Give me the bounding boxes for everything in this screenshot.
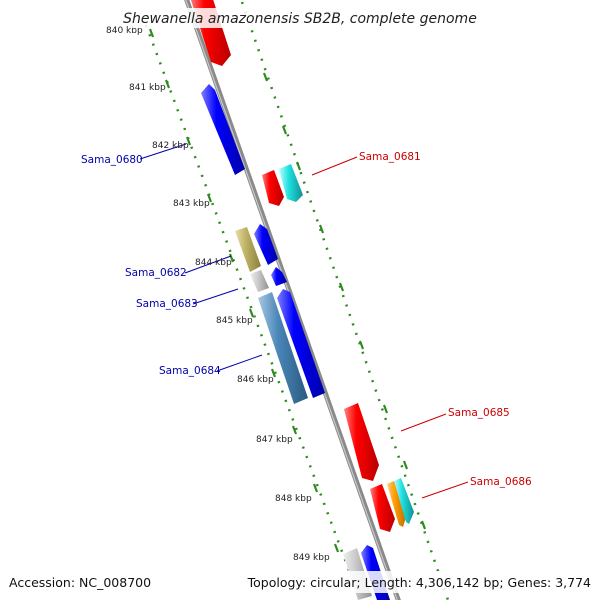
label-leaders [139, 143, 469, 499]
ruler-major-ticks [148, 28, 427, 553]
gene-feature[interactable] [201, 84, 245, 175]
gene-feature[interactable] [387, 481, 407, 527]
gene-label[interactable]: Sama_0680 [81, 154, 143, 166]
kbp-label: 843 kbp [173, 199, 210, 209]
gene-label[interactable]: Sama_0681 [359, 151, 421, 163]
gene-feature[interactable] [250, 270, 269, 292]
gene-feature[interactable] [277, 289, 325, 398]
kbp-label: 845 kbp [216, 316, 253, 326]
gene-label[interactable]: Sama_0685 [448, 407, 510, 419]
kbp-label: 842 kbp [152, 141, 189, 151]
map-title: Shewanella amazonensis SB2B, complete ge… [123, 11, 477, 27]
gene-feature[interactable] [258, 292, 308, 404]
accession-text: Accession: NC_008700 [9, 575, 151, 590]
kbp-label: 844 kbp [195, 258, 232, 268]
gene-label[interactable]: Sama_0682 [125, 267, 187, 279]
kbp-label: 848 kbp [275, 494, 312, 504]
genome-summary-text: Topology: circular; Length: 4,306,142 bp… [247, 575, 591, 590]
kbp-label: 841 kbp [129, 83, 166, 93]
gene-feature[interactable] [279, 164, 303, 202]
gene-feature[interactable] [262, 170, 284, 206]
gene-feature[interactable] [370, 484, 395, 532]
inner-ruler-line [144, 24, 362, 600]
title-backdrop [128, 8, 472, 28]
kbp-label: 840 kbp [106, 26, 143, 36]
kbp-label: 846 kbp [237, 375, 274, 385]
gene-label[interactable]: Sama_0684 [159, 365, 221, 377]
footer-backdrop [0, 571, 600, 593]
kbp-label: 847 kbp [256, 435, 293, 445]
kbp-label: 849 kbp [293, 553, 330, 563]
gene-label[interactable]: Sama_0686 [470, 476, 532, 488]
gene-feature[interactable] [235, 227, 261, 272]
gene-feature[interactable] [344, 403, 379, 481]
gene-feature[interactable] [271, 267, 287, 286]
gene-feature[interactable] [394, 478, 414, 524]
gene-label[interactable]: Sama_0683 [136, 298, 198, 310]
gene-feature[interactable] [254, 224, 278, 265]
